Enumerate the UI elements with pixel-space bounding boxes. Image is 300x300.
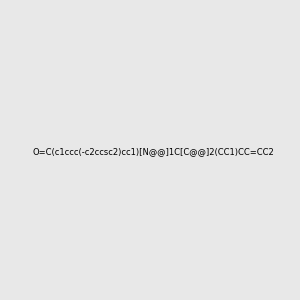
Text: O=C(c1ccc(-c2ccsc2)cc1)[N@@]1C[C@@]2(CC1)CC=CC2: O=C(c1ccc(-c2ccsc2)cc1)[N@@]1C[C@@]2(CC1… — [33, 147, 274, 156]
